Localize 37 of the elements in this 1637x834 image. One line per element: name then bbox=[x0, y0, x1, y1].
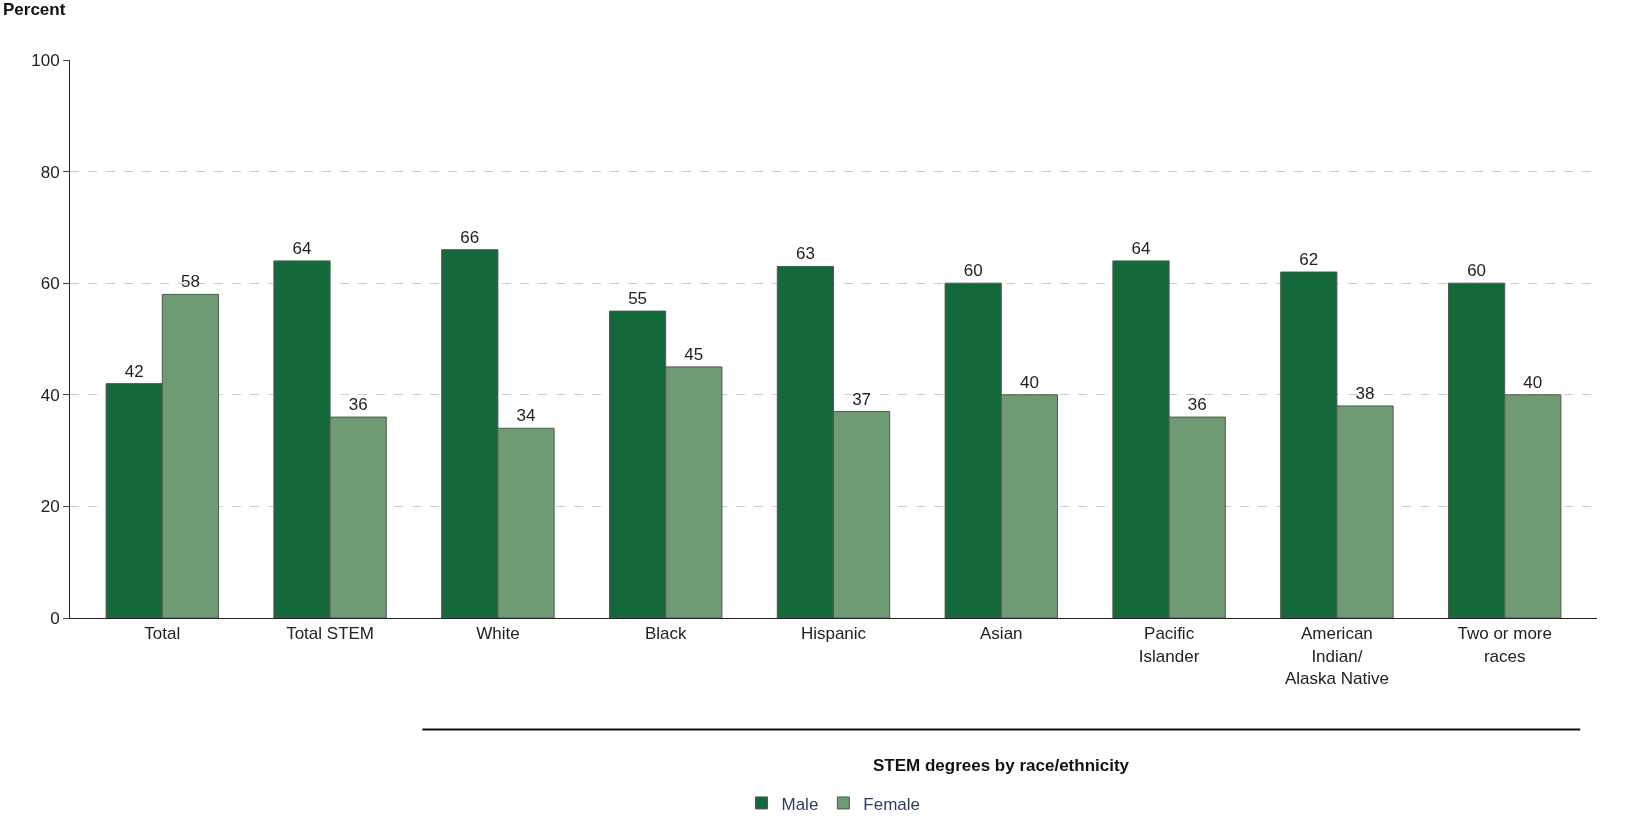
data-label: 34 bbox=[516, 406, 536, 426]
data-label: 37 bbox=[852, 389, 872, 409]
x-tick-label: Hispanic bbox=[800, 624, 867, 644]
y-tick-label: 80 bbox=[40, 162, 60, 182]
legend-label: Male bbox=[781, 794, 819, 814]
data-label: 42 bbox=[124, 361, 144, 381]
data-label: 66 bbox=[460, 227, 480, 247]
text: STEM degrees by race/ethnicity bbox=[873, 756, 1130, 775]
data-label: 60 bbox=[963, 261, 983, 281]
data-label: 62 bbox=[1299, 250, 1319, 270]
data-label: 38 bbox=[1355, 383, 1375, 403]
data-label: 40 bbox=[1019, 372, 1039, 392]
data-label: 40 bbox=[1523, 372, 1543, 392]
data-label: 36 bbox=[348, 395, 368, 415]
data-label: 45 bbox=[684, 344, 704, 364]
x-tick-label: White bbox=[476, 624, 520, 644]
data-label: 63 bbox=[795, 244, 815, 264]
data-label: 36 bbox=[1187, 395, 1207, 415]
x-tick-label: Total STEM bbox=[286, 624, 375, 644]
y-tick-label: 0 bbox=[50, 608, 60, 628]
data-label: 60 bbox=[1467, 261, 1487, 281]
data-label: 64 bbox=[1131, 238, 1151, 258]
legend-label: Female bbox=[863, 794, 921, 814]
x-tick-label: Total bbox=[144, 624, 181, 644]
data-label: 58 bbox=[180, 272, 200, 292]
x-tick-label: American Indian/ Alaska Native bbox=[1284, 624, 1389, 688]
x-tick-label: Two or more races bbox=[1457, 624, 1552, 666]
y-tick-label: 100 bbox=[31, 50, 60, 70]
data-label: 55 bbox=[628, 289, 648, 309]
x-tick-label: Black bbox=[644, 624, 687, 644]
x-tick-label: Asian bbox=[980, 624, 1023, 644]
x-tick-label: Pacific Islander bbox=[1138, 624, 1200, 666]
y-axis-title: Percent bbox=[3, 0, 66, 19]
y-tick-label: 40 bbox=[40, 385, 60, 405]
y-tick-label: 20 bbox=[40, 497, 60, 517]
y-tick-label: 60 bbox=[40, 274, 60, 294]
data-label: 64 bbox=[292, 238, 312, 258]
